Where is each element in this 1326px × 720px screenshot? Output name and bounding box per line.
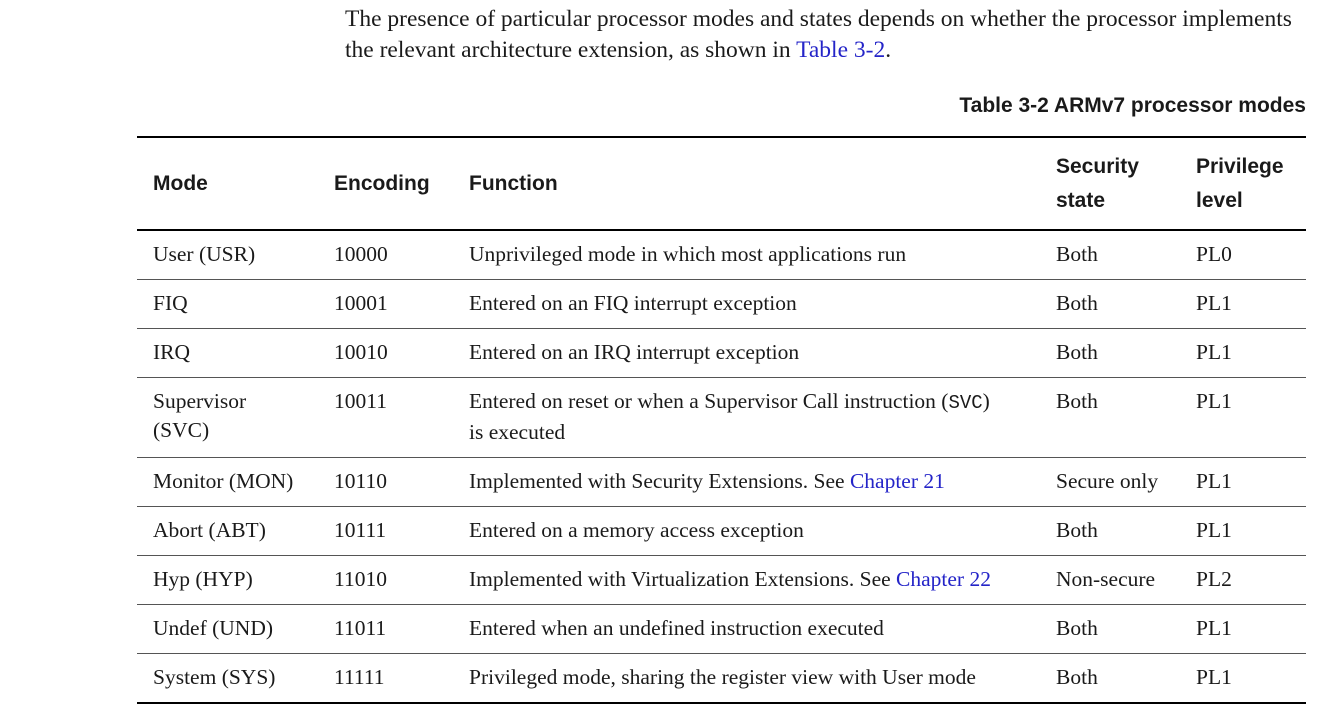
header-mode: Mode (153, 171, 208, 195)
cell-encoding: 10010 (334, 340, 388, 364)
cell-function: Privileged mode, sharing the register vi… (469, 665, 976, 689)
cell-security: Secure only (1056, 469, 1159, 493)
cell-encoding: 10110 (334, 469, 387, 493)
cell-encoding: 10011 (334, 389, 387, 413)
cell-security: Both (1056, 518, 1098, 542)
cell-function: Entered on reset or when a Supervisor Ca… (469, 389, 990, 444)
cell-privilege: PL1 (1196, 469, 1232, 493)
chapter-22-link[interactable]: Chapter 22 (896, 567, 991, 591)
cell-function: Implemented with Security Extensions. Se… (469, 469, 945, 493)
cell-security: Non-secure (1056, 567, 1156, 591)
header-security-state: Security state (1056, 154, 1139, 212)
intro-text: The presence of particular processor mod… (345, 6, 1292, 63)
table-header-row: Mode Encoding Function Security state Pri… (137, 137, 1306, 230)
cell-mode: User (USR) (153, 242, 256, 266)
cell-function: Implemented with Virtualization Extensio… (469, 567, 991, 591)
cell-security: Both (1056, 242, 1098, 266)
cell-encoding: 11111 (334, 665, 385, 689)
chapter-21-link[interactable]: Chapter 21 (849, 469, 945, 493)
cell-encoding: 11010 (334, 567, 387, 591)
cell-function: Entered when an undefined instruction ex… (469, 616, 884, 640)
cell-security: Both (1056, 389, 1098, 413)
cell-privilege: PL1 (1196, 291, 1232, 315)
cell-function: Unprivileged mode in which most applicat… (469, 242, 907, 266)
intro-paragraph: The presence of particular processor mod… (345, 4, 1305, 66)
cell-privilege: PL1 (1196, 389, 1232, 413)
cell-privilege: PL1 (1196, 665, 1232, 689)
cell-security: Both (1056, 340, 1098, 364)
cell-security: Both (1056, 291, 1098, 315)
cell-mode: Monitor (MON) (153, 469, 294, 493)
table-row: Supervisor (SVC) 10011 Entered on reset o… (137, 378, 1306, 458)
table-row: Hyp (HYP) 11010 Implemented with Virtual… (137, 556, 1306, 605)
table-row: IRQ 10010 Entered on an IRQ interrupt ex… (137, 329, 1306, 378)
cell-mode: Supervisor (SVC) (153, 389, 247, 442)
cell-privilege: PL0 (1196, 242, 1232, 266)
cell-encoding: 10001 (334, 291, 388, 315)
cell-privilege: PL1 (1196, 616, 1232, 640)
table-row: System (SYS) 11111 Privileged mode, shar… (137, 654, 1306, 703)
cell-function: Entered on a memory access exception (469, 518, 804, 542)
intro-tail: . (885, 37, 892, 63)
cell-encoding: 10000 (334, 242, 388, 266)
cell-mode: Abort (ABT) (153, 518, 266, 542)
table-row: Abort (ABT) 10111 Entered on a memory ac… (137, 507, 1306, 556)
table-caption: Table 3-2 ARMv7 processor modes (959, 94, 1306, 117)
cell-mode: Undef (UND) (153, 616, 274, 640)
cell-privilege: PL2 (1196, 567, 1232, 591)
header-function: Function (469, 171, 558, 195)
cell-encoding: 10111 (334, 518, 387, 542)
cell-function: Entered on an IRQ interrupt exception (469, 340, 800, 364)
cell-security: Both (1056, 665, 1098, 689)
header-encoding: Encoding (334, 171, 430, 195)
table-row: Undef (UND) 11011 Entered when an undefi… (137, 605, 1306, 654)
cell-mode: IRQ (153, 340, 191, 364)
cell-privilege: PL1 (1196, 340, 1232, 364)
table-row: FIQ 10001 Entered on an FIQ interrupt ex… (137, 280, 1306, 329)
cell-privilege: PL1 (1196, 518, 1232, 542)
svc-code: SVC (948, 392, 983, 414)
cell-security: Both (1056, 616, 1098, 640)
processor-modes-table: Mode Encoding Function Security state Pri… (137, 136, 1306, 704)
cell-mode: FIQ (153, 291, 188, 315)
table-3-2-link[interactable]: Table 3-2 (796, 37, 886, 63)
header-privilege-level: Privilege level (1196, 154, 1284, 212)
cell-mode: Hyp (HYP) (153, 567, 253, 591)
table-row: User (USR) 10000 Unprivileged mode in wh… (137, 230, 1306, 280)
cell-function: Entered on an FIQ interrupt exception (469, 291, 797, 315)
cell-encoding: 11011 (334, 616, 387, 640)
cell-mode: System (SYS) (153, 665, 276, 689)
table-row: Monitor (MON) 10110 Implemented with Sec… (137, 458, 1306, 507)
